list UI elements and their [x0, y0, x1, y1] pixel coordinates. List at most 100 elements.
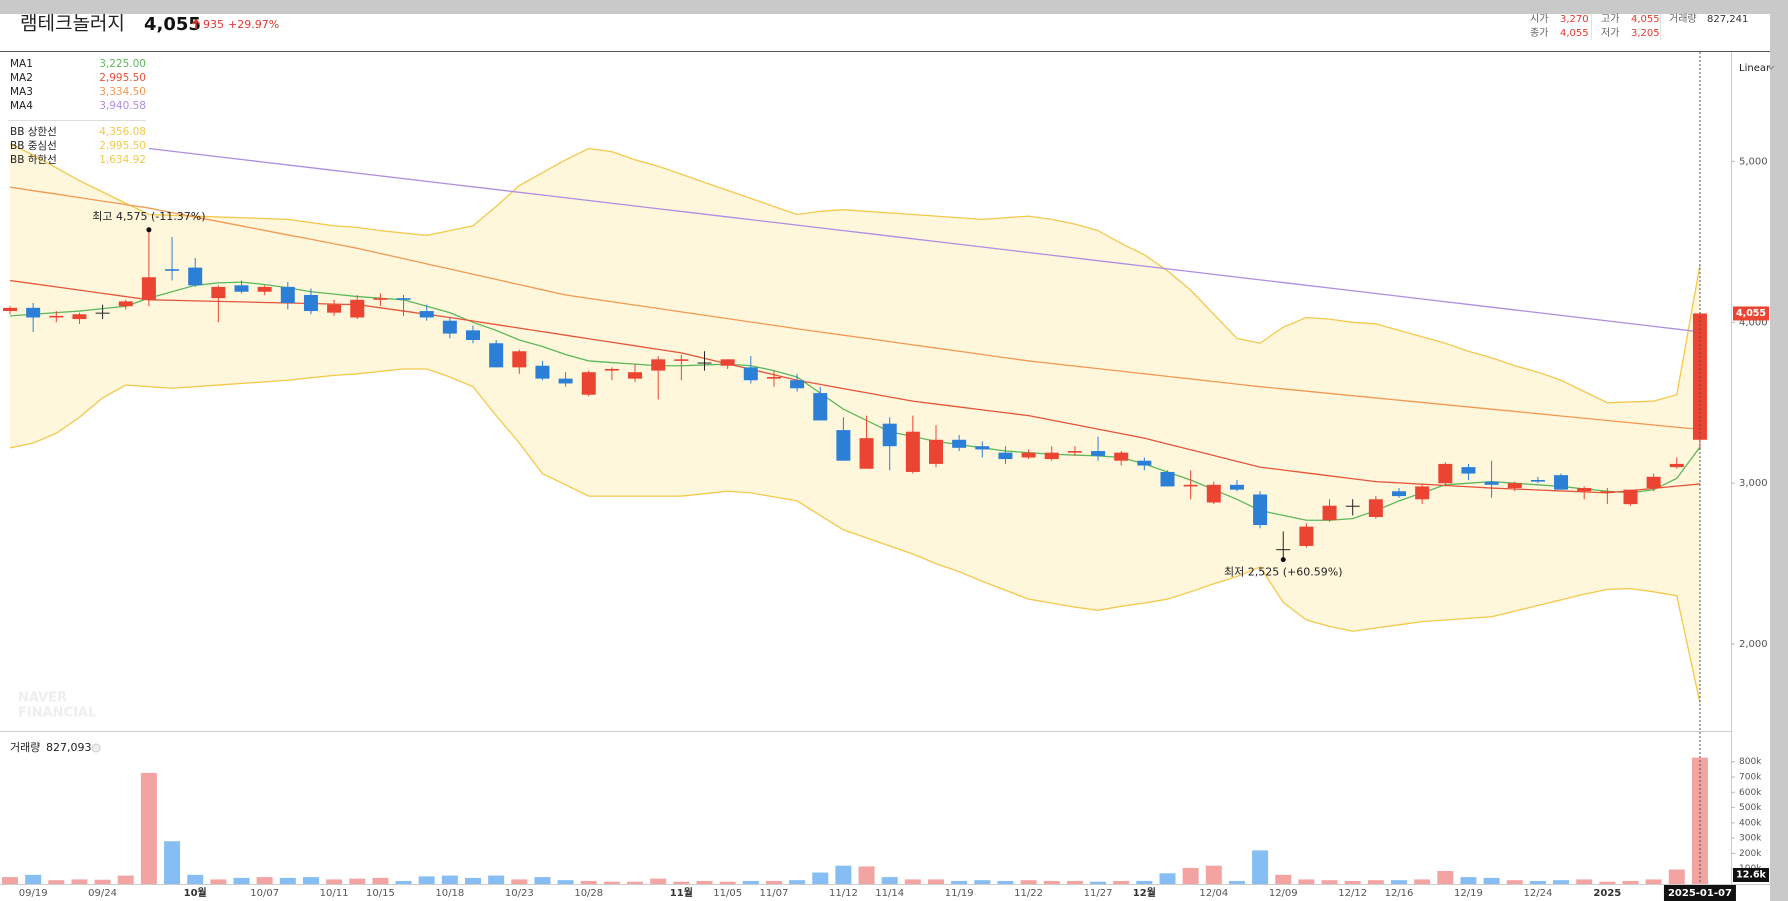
crosshair-value-box	[1733, 868, 1769, 882]
candle-body	[558, 378, 573, 384]
x-tick-label: 12/04	[1199, 888, 1228, 899]
legend-name: MA2	[10, 72, 33, 84]
candle-body	[3, 307, 17, 312]
candle-body	[743, 367, 758, 381]
up-arrow-icon	[191, 18, 201, 29]
band-line	[9, 368, 1701, 703]
scale-mode[interactable]: Linear	[1739, 63, 1771, 74]
volume-bar	[1437, 871, 1454, 884]
candle-body	[535, 365, 550, 379]
volume-bar	[742, 880, 759, 884]
candle-body	[836, 430, 851, 461]
legend-name: MA1	[10, 58, 33, 70]
volume-bar	[1553, 880, 1570, 884]
price-change-pct: +29.97%	[228, 18, 279, 31]
x-tick-label: 10/23	[505, 888, 534, 899]
band-fill	[10, 143, 1700, 703]
candle-body	[466, 330, 480, 341]
volume-bar	[48, 880, 65, 884]
candle-body	[419, 311, 434, 318]
x-tick-label: 12/24	[1523, 888, 1552, 899]
candle-body	[303, 294, 318, 312]
volume-bar	[441, 875, 458, 884]
chevron-icon[interactable]	[1767, 65, 1775, 70]
volume-bar	[349, 878, 366, 884]
x-tick-label: 11/22	[1014, 888, 1043, 899]
x-tick-label: 11/05	[713, 888, 742, 899]
x-tick-label: 10/07	[250, 888, 279, 899]
legend-value: 1,634.92	[99, 154, 146, 166]
volume-bar	[164, 841, 181, 884]
volume-bar	[603, 881, 620, 884]
candle-body	[72, 314, 87, 320]
band-line	[9, 143, 1701, 404]
candle-body	[1600, 491, 1615, 493]
x-tick-label: 12/12	[1338, 888, 1367, 899]
volume-bar	[1275, 874, 1292, 884]
low-marker	[1280, 557, 1286, 563]
volume-bar	[1460, 877, 1477, 884]
volume-bar	[140, 772, 157, 884]
volume-bar	[1344, 880, 1361, 884]
x-tick-label: 11/14	[875, 888, 904, 899]
candle-body	[1276, 549, 1291, 551]
x-tick-label: 2025	[1593, 888, 1621, 899]
x-crosshair-box	[1663, 885, 1736, 901]
volume-bar	[1159, 873, 1176, 884]
volume-bar	[395, 880, 412, 884]
candle-body	[859, 438, 874, 469]
volume-bar	[812, 872, 829, 884]
candle-body	[1392, 491, 1406, 497]
volume-bar	[765, 880, 782, 884]
volume-bar	[1020, 880, 1037, 884]
volume-bar	[789, 880, 806, 884]
volume-bar	[210, 879, 227, 884]
candle-body	[929, 439, 943, 464]
ma-line	[148, 147, 1701, 333]
stat-value: 827,241	[1707, 14, 1748, 25]
volume-bar	[1483, 877, 1500, 884]
candle-body	[998, 452, 1013, 460]
volume-bar	[1228, 880, 1245, 884]
x-tick-label: 10/15	[366, 888, 395, 899]
candle-body	[766, 377, 781, 379]
volume-bar	[580, 880, 597, 884]
volume-tick-label: 400k	[1739, 818, 1762, 828]
x-tick-label: 09/19	[19, 888, 48, 899]
x-tick-label: 11/07	[760, 888, 789, 899]
frame-top	[0, 0, 1788, 14]
legend-name: MA4	[10, 100, 33, 112]
current-price: 4,055	[144, 14, 201, 35]
x-tick-label: 10/28	[574, 888, 603, 899]
volume-bar	[1205, 865, 1222, 884]
candle-body	[604, 368, 619, 371]
candle-body	[1507, 483, 1522, 489]
x-tick-label: 10월	[184, 887, 207, 899]
volume-bar	[1391, 880, 1407, 884]
stat-label: 고가	[1601, 13, 1619, 25]
volume-bar	[1321, 880, 1338, 884]
candle-body	[49, 315, 64, 318]
candle-body	[165, 269, 180, 271]
volume-bar	[974, 880, 991, 884]
volume-bar	[372, 877, 389, 884]
volume-bar	[117, 875, 134, 884]
volume-bar	[1252, 850, 1269, 884]
volume-bar	[1599, 881, 1616, 884]
candle-body	[882, 423, 897, 447]
volume-bar	[511, 879, 528, 884]
candle-body	[813, 393, 828, 421]
volume-bar	[1529, 880, 1546, 884]
y-tick-label: 3,000	[1739, 478, 1768, 489]
candle-body	[628, 372, 643, 379]
candle-body	[327, 304, 342, 313]
stat-label: 거래량	[1669, 13, 1697, 25]
candle-body	[952, 439, 967, 448]
candle-body	[1530, 479, 1545, 482]
legend-name: BB 상한선	[10, 126, 57, 138]
candle-body	[141, 277, 156, 300]
candle-body	[1091, 451, 1106, 456]
scale-selector[interactable]: Linear	[1739, 63, 1775, 74]
legend-value: 3,225.00	[99, 58, 146, 70]
